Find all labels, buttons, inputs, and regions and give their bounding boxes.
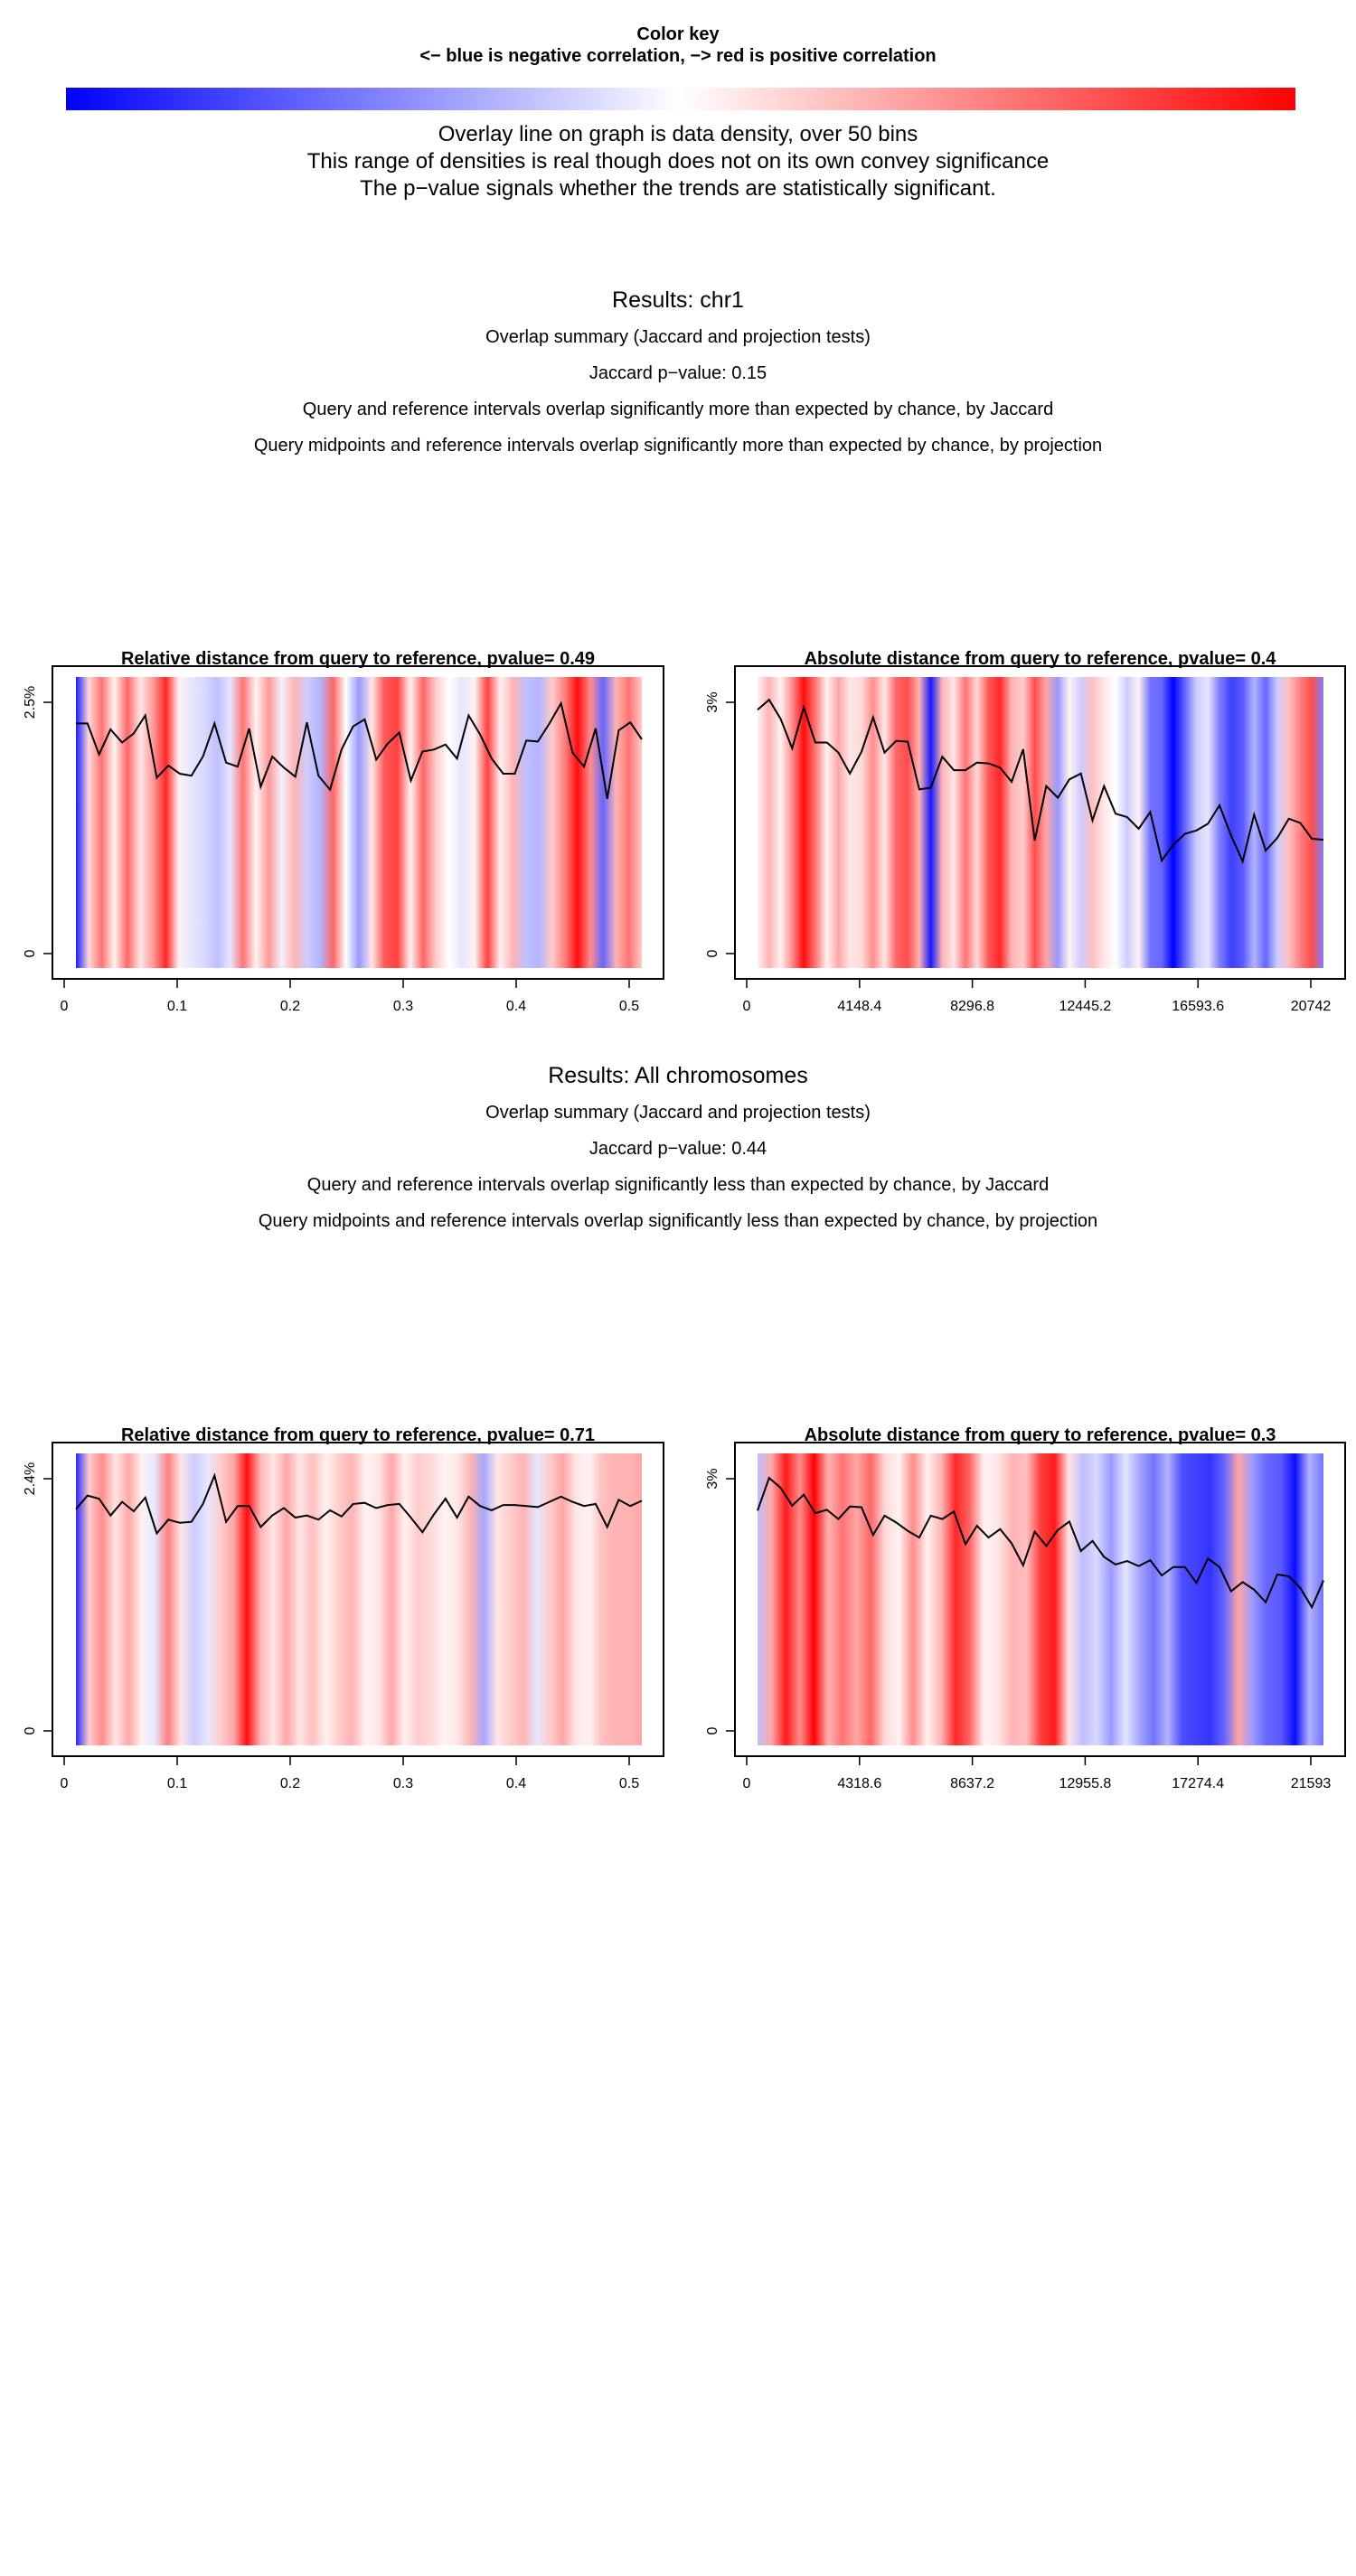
chart-title: Absolute distance from query to referenc… (805, 1425, 1276, 1445)
x-tick-label: 20742 (1291, 999, 1332, 1014)
density-line (76, 700, 643, 799)
x-tick-label: 0.1 (167, 1776, 187, 1791)
y-tick-label: 0 (23, 1726, 38, 1735)
x-tick-label: 0.3 (393, 1776, 413, 1791)
jaccard-text-chr1: Query and reference intervals overlap si… (302, 400, 1054, 419)
y-tick-label: 0 (705, 949, 720, 957)
chart-absolute-chr1: Absolute distance from query to referenc… (705, 649, 1346, 1014)
x-tick-label: 12955.8 (1059, 1776, 1111, 1791)
x-tick-label: 0.5 (619, 999, 639, 1014)
chart-title: Absolute distance from query to referenc… (805, 649, 1277, 669)
heatmap-band (76, 1453, 642, 1745)
density-line (75, 1472, 643, 1536)
y-tick-label: 0 (705, 1726, 720, 1735)
results-title-all: Results: All chromosomes (548, 1063, 808, 1088)
chart-title: Relative distance from query to referenc… (121, 649, 595, 669)
color-key-bar (66, 88, 1295, 110)
density-line (757, 1476, 1324, 1610)
plot-frame (52, 1442, 664, 1757)
jaccard-pvalue-all: Jaccard p−value: 0.44 (589, 1139, 767, 1159)
x-tick-label: 0.5 (619, 1776, 639, 1791)
x-tick-label: 12445.2 (1059, 999, 1111, 1014)
chart-title: Relative distance from query to referenc… (121, 1425, 595, 1445)
chart-relative-chr1: Relative distance from query to referenc… (23, 649, 664, 1014)
x-tick-label: 0.4 (506, 999, 526, 1014)
jaccard-pvalue-chr1: Jaccard p−value: 0.15 (589, 363, 767, 383)
y-tick-label: 2.5% (23, 686, 38, 719)
x-tick-label: 0 (61, 1776, 69, 1791)
x-tick-label: 0.4 (506, 1776, 526, 1791)
color-key-subtitle: <− blue is negative correlation, −> red … (419, 46, 937, 66)
x-tick-label: 0.2 (280, 1776, 300, 1791)
jaccard-text-all: Query and reference intervals overlap si… (306, 1175, 1050, 1195)
x-tick-label: 8637.2 (950, 1776, 994, 1791)
heatmap-band (758, 677, 1323, 968)
projection-text-all: Query midpoints and reference intervals … (258, 1211, 1098, 1231)
density-line (757, 698, 1324, 865)
x-tick-label: 8296.8 (950, 999, 994, 1014)
projection-text-chr1: Query midpoints and reference intervals … (253, 436, 1103, 456)
color-key-title: Color key (636, 24, 720, 44)
x-tick-label: 16593.6 (1172, 999, 1224, 1014)
heatmap-band (76, 677, 642, 968)
x-tick-label: 0 (743, 999, 751, 1014)
plot-frame (734, 665, 1346, 980)
y-tick-label: 2.4% (23, 1462, 38, 1495)
chart-absolute-all: Absolute distance from query to referenc… (705, 1425, 1346, 1791)
plot-frame (734, 1442, 1346, 1757)
y-tick-label: 3% (705, 1468, 720, 1489)
y-tick-label: 3% (705, 691, 720, 712)
overlap-summary-all: Overlap summary (Jaccard and projection … (485, 1103, 871, 1123)
x-tick-label: 21593 (1291, 1776, 1332, 1791)
plot-frame (52, 665, 664, 980)
results-title-chr1: Results: chr1 (612, 287, 744, 313)
overlap-summary-chr1: Overlap summary (Jaccard and projection … (485, 327, 871, 347)
x-tick-label: 0.1 (167, 999, 187, 1014)
chart-relative-all: Relative distance from query to referenc… (23, 1425, 664, 1791)
x-tick-label: 4318.6 (837, 1776, 881, 1791)
x-tick-label: 0.2 (280, 999, 300, 1014)
x-tick-label: 0.3 (393, 999, 413, 1014)
y-tick-label: 0 (23, 949, 38, 957)
x-tick-label: 0 (743, 1776, 751, 1791)
overlay-note-pvalue: The p−value signals whether the trends a… (360, 176, 996, 201)
overlay-note-range: This range of densities is real though d… (306, 149, 1050, 174)
overlay-note-bins: Overlay line on graph is data density, o… (438, 122, 918, 146)
heatmap-band (758, 1453, 1323, 1745)
x-tick-label: 0 (61, 999, 69, 1014)
x-tick-label: 4148.4 (837, 999, 881, 1014)
x-tick-label: 17274.4 (1172, 1776, 1224, 1791)
